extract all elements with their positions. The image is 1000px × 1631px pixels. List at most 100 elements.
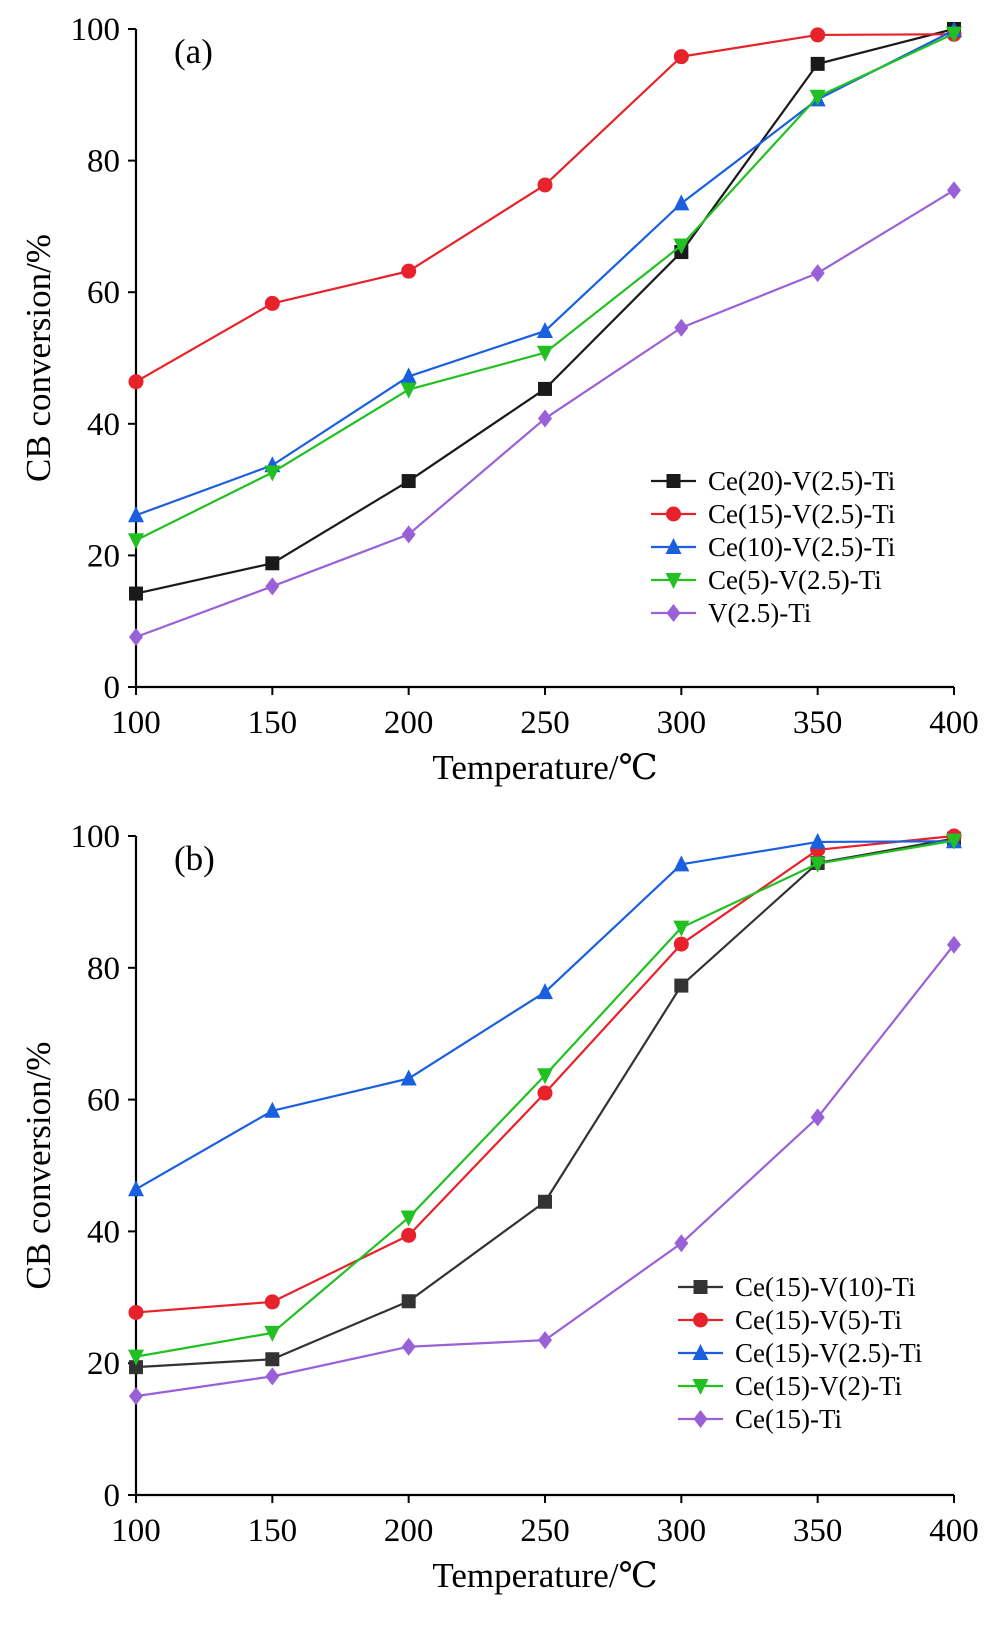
- x-tick-label: 400: [929, 705, 979, 741]
- legend-marker: [693, 1410, 708, 1428]
- series-4: [129, 935, 961, 1406]
- series-line: [135, 32, 955, 542]
- x-tick-label: 250: [520, 1513, 570, 1549]
- series-3: [128, 26, 962, 550]
- legend-marker: [693, 1312, 708, 1328]
- data-point: [538, 1331, 552, 1350]
- data-point: [401, 263, 417, 279]
- legend-label: Ce(15)-V(5)-Ti: [735, 1305, 902, 1335]
- legend-marker: [693, 1280, 708, 1294]
- data-point: [128, 374, 144, 390]
- data-point: [537, 177, 553, 193]
- data-point: [674, 978, 689, 993]
- data-point: [265, 577, 280, 596]
- y-tick-label: 100: [71, 12, 121, 48]
- chart-panel-b: 100 150 200 250 300 350 400 0 20 40 60 80 100 Tempera…: [19, 819, 979, 1595]
- data-point: [400, 367, 417, 384]
- data-point: [810, 264, 825, 283]
- data-point: [947, 181, 961, 200]
- x-tick-label: 350: [793, 705, 843, 741]
- x-tick-label: 300: [657, 705, 707, 741]
- series-2: [128, 21, 962, 523]
- y-tick-label: 20: [87, 1346, 120, 1382]
- panel-label: (a): [174, 32, 213, 71]
- data-point: [129, 1360, 143, 1375]
- data-point: [538, 381, 552, 396]
- data-point: [401, 474, 416, 489]
- x-tick-label: 150: [248, 1513, 298, 1549]
- x-tick-label: 200: [384, 1513, 434, 1549]
- data-point: [264, 1294, 280, 1310]
- panel-label: (b): [174, 839, 215, 878]
- data-point: [401, 1227, 417, 1243]
- data-point: [809, 89, 826, 106]
- legend-marker: [666, 474, 681, 488]
- data-point: [809, 832, 826, 849]
- y-axis-title: CB conversion/%: [19, 234, 58, 482]
- series-4: [129, 181, 961, 646]
- data-point: [673, 855, 690, 872]
- y-tick-label: 20: [87, 538, 120, 574]
- legend-label: Ce(15)-V(2.5)-Ti: [708, 499, 895, 529]
- data-point: [264, 1325, 281, 1342]
- data-point: [264, 295, 280, 311]
- data-point: [537, 1068, 553, 1085]
- x-tick-label: 100: [111, 705, 161, 741]
- data-point: [400, 382, 417, 399]
- x-tick-label: 200: [384, 705, 434, 741]
- data-point: [673, 920, 690, 937]
- legend-marker: [692, 1344, 709, 1360]
- y-tick-label: 0: [104, 1478, 121, 1514]
- legend-label: Ce(15)-Ti: [735, 1404, 842, 1434]
- legend-label: Ce(15)-V(2.5)-Ti: [735, 1338, 922, 1368]
- y-tick-label: 60: [87, 1083, 120, 1119]
- y-tick-label: 0: [104, 670, 121, 706]
- series-3: [128, 833, 962, 1366]
- legend-marker: [692, 1379, 709, 1395]
- data-point: [128, 1180, 144, 1197]
- x-axis-title: Temperature/℃: [432, 1556, 657, 1595]
- data-point: [537, 983, 553, 1000]
- series-line: [135, 29, 955, 517]
- y-tick-label: 100: [71, 819, 121, 855]
- data-point: [946, 833, 962, 850]
- data-point: [674, 1234, 689, 1253]
- data-point: [401, 1337, 416, 1356]
- data-point: [264, 465, 281, 482]
- data-point: [537, 1085, 553, 1101]
- x-tick-label: 400: [929, 1513, 979, 1549]
- y-tick-label: 80: [87, 951, 120, 987]
- y-tick-label: 40: [87, 407, 120, 443]
- legend-label: Ce(10)-V(2.5)-Ti: [708, 532, 895, 562]
- x-tick-label: 350: [793, 1513, 843, 1549]
- x-tick-label: 250: [520, 705, 570, 741]
- data-point: [809, 856, 826, 873]
- data-point: [401, 525, 416, 544]
- x-tick-label: 100: [111, 1513, 161, 1549]
- data-point: [538, 409, 552, 428]
- data-point: [400, 1069, 417, 1086]
- data-point: [128, 1349, 144, 1366]
- data-point: [401, 1294, 416, 1309]
- legend-label: Ce(20)-V(2.5)-Ti: [708, 466, 895, 496]
- data-point: [538, 1194, 552, 1209]
- legend: Ce(20)-V(2.5)-TiCe(15)-V(2.5)-TiCe(10)-V…: [651, 466, 895, 628]
- data-point: [265, 1367, 280, 1386]
- data-point: [265, 556, 280, 571]
- x-tick-label: 300: [657, 1513, 707, 1549]
- legend-label: V(2.5)-Ti: [708, 598, 811, 628]
- data-point: [128, 1304, 144, 1320]
- data-point: [128, 533, 144, 550]
- data-point: [129, 627, 143, 646]
- series-2: [128, 832, 962, 1197]
- chart-panel-a: 100 150 200 250 300 350 400 0 20 40 60 80 100 Tempera…: [19, 12, 979, 787]
- x-axis-title: Temperature/℃: [432, 748, 657, 787]
- data-point: [810, 56, 825, 71]
- data-point: [674, 318, 689, 337]
- y-axis-title: CB conversion/%: [19, 1042, 58, 1290]
- data-point: [810, 27, 826, 43]
- data-point: [810, 1108, 825, 1127]
- series-line: [135, 840, 955, 1191]
- legend: Ce(15)-V(10)-TiCe(15)-V(5)-TiCe(15)-V(2.…: [678, 1272, 922, 1434]
- data-point: [673, 49, 689, 65]
